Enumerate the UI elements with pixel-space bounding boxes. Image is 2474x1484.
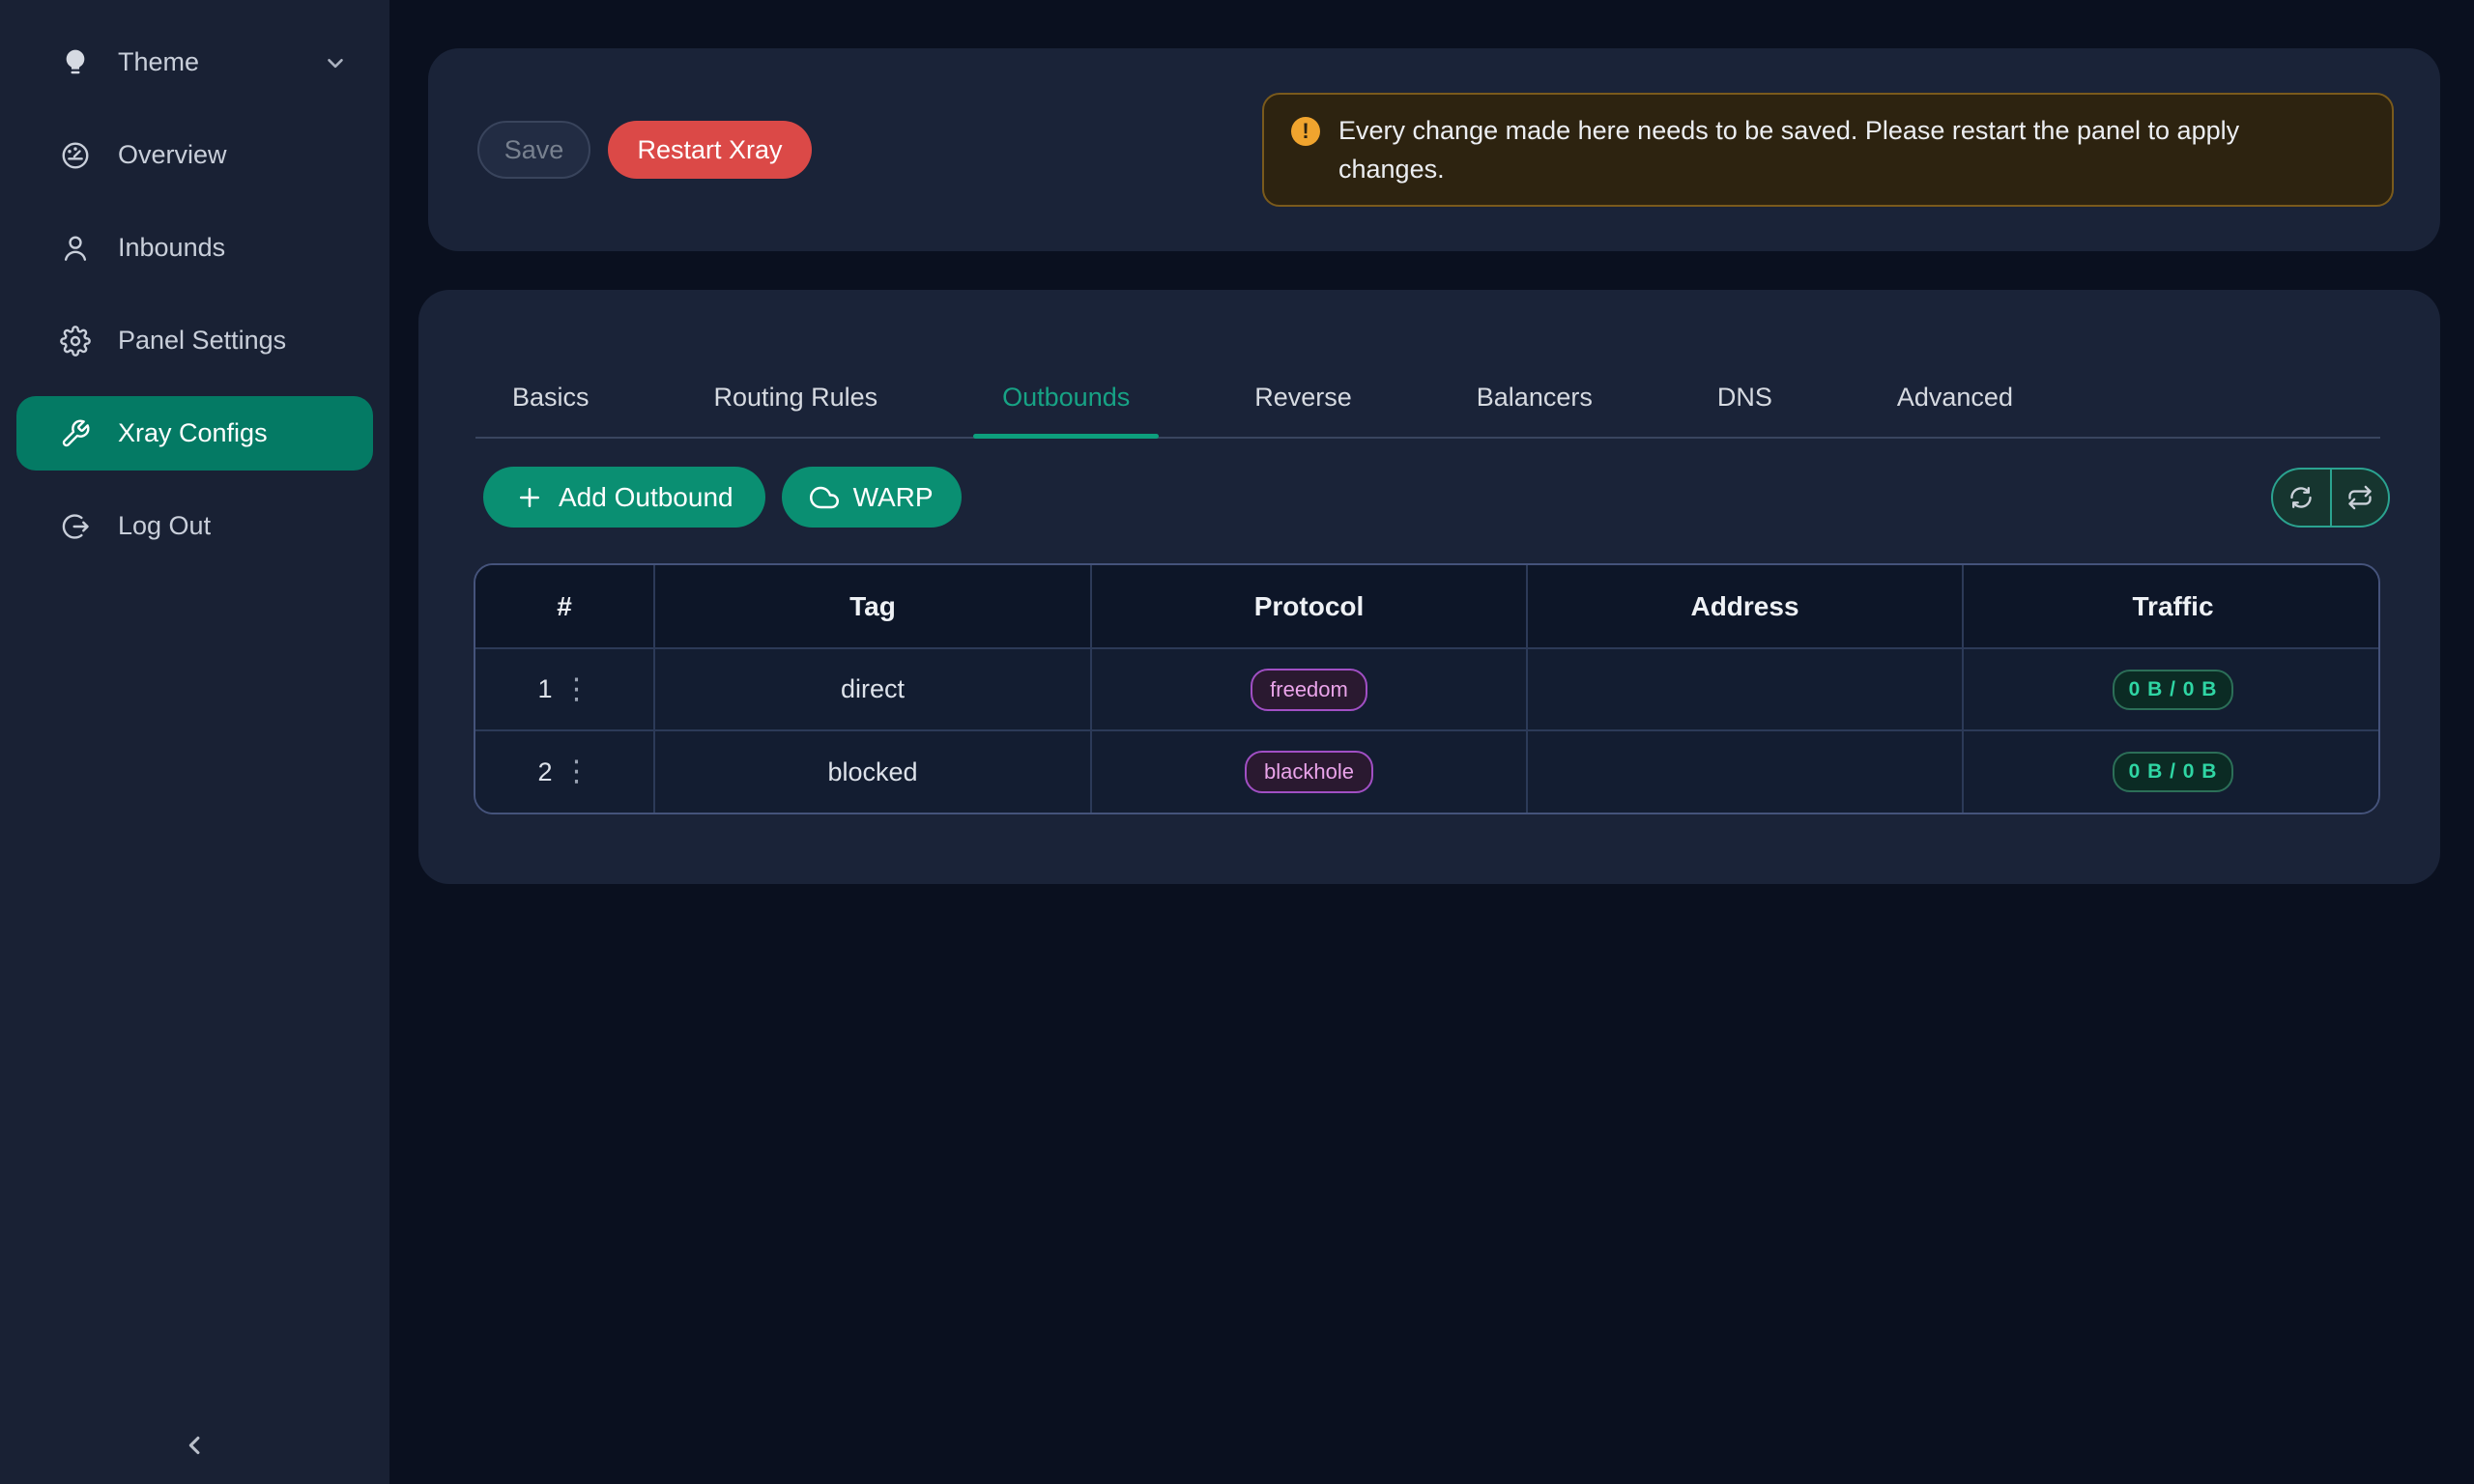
- cloud-icon: [809, 483, 839, 512]
- tab-dns[interactable]: DNS: [1716, 382, 1772, 412]
- tab-bar: Basics Routing Rules Outbounds Reverse B…: [475, 357, 2380, 439]
- alert-message: Every change made here needs to be saved…: [1338, 116, 2240, 184]
- column-header-index: #: [475, 565, 655, 649]
- repeat-icon: [2346, 484, 2373, 511]
- tab-advanced[interactable]: Advanced: [1896, 382, 2013, 412]
- row-index: 1: [537, 674, 553, 703]
- row-index: 2: [537, 756, 553, 786]
- sidebar-item-theme[interactable]: Theme: [16, 25, 373, 100]
- tab-routing-rules[interactable]: Routing Rules: [713, 382, 878, 412]
- sidebar-item-label: Inbounds: [118, 233, 226, 262]
- outbounds-table: # Tag Protocol Address Traffic 1: [474, 563, 2380, 814]
- traffic-badge: 0 B / 0 B: [2112, 752, 2234, 792]
- sidebar-item-overview[interactable]: Overview: [16, 118, 373, 192]
- tag-cell: direct: [654, 648, 1092, 731]
- save-button[interactable]: Save: [477, 121, 590, 179]
- address-cell: [1527, 730, 1964, 813]
- user-icon: [60, 233, 91, 264]
- chevron-left-icon: [182, 1432, 209, 1462]
- column-header-address: Address: [1527, 565, 1964, 649]
- refresh-button[interactable]: [2273, 470, 2330, 526]
- main-content: Save Restart Xray ! Every change made he…: [389, 0, 2474, 1484]
- wrench-icon: [60, 418, 91, 449]
- add-outbound-button[interactable]: Add Outbound: [483, 467, 765, 528]
- exclamation-circle-icon: !: [1291, 117, 1320, 146]
- sync-icon: [2287, 484, 2315, 511]
- restart-xray-button[interactable]: Restart Xray: [608, 121, 812, 179]
- protocol-badge: freedom: [1251, 668, 1367, 711]
- gear-icon: [60, 325, 91, 357]
- sidebar-item-label: Panel Settings: [118, 326, 287, 355]
- sidebar-item-label: Overview: [118, 140, 227, 169]
- warp-label: WARP: [852, 481, 934, 512]
- sidebar: Theme Overview Inbounds Panel Settings: [0, 0, 389, 1484]
- column-header-protocol: Protocol: [1091, 565, 1528, 649]
- table-row: 2 ⋮ blocked blackhole 0 B / 0 B: [475, 730, 2378, 813]
- sidebar-item-xray-configs[interactable]: Xray Configs: [16, 396, 373, 471]
- tab-reverse[interactable]: Reverse: [1254, 382, 1352, 412]
- sidebar-item-log-out[interactable]: Log Out: [16, 489, 373, 563]
- sidebar-item-label: Xray Configs: [118, 418, 268, 447]
- tab-basics[interactable]: Basics: [512, 382, 590, 412]
- reset-traffic-button[interactable]: [2329, 469, 2389, 526]
- table-header-row: # Tag Protocol Address Traffic: [475, 565, 2378, 649]
- xray-config-card: Basics Routing Rules Outbounds Reverse B…: [418, 290, 2440, 884]
- sidebar-item-label: Log Out: [118, 511, 212, 540]
- protocol-badge: blackhole: [1245, 751, 1373, 793]
- row-menu-button[interactable]: ⋮: [561, 672, 591, 705]
- tab-outbounds[interactable]: Outbounds: [973, 357, 1160, 439]
- gauge-icon: [60, 140, 91, 171]
- column-header-tag: Tag: [654, 565, 1092, 649]
- plus-icon: [515, 483, 544, 512]
- sidebar-item-label: Theme: [118, 47, 200, 76]
- restart-warning-alert: ! Every change made here needs to be sav…: [1262, 93, 2394, 207]
- bulb-icon: [60, 47, 91, 78]
- logout-icon: [60, 511, 91, 542]
- sidebar-collapse-button[interactable]: [0, 1422, 389, 1470]
- table-row: 1 ⋮ direct freedom 0 B / 0 B: [475, 648, 2378, 731]
- sidebar-item-inbounds[interactable]: Inbounds: [16, 211, 373, 285]
- sidebar-item-panel-settings[interactable]: Panel Settings: [16, 303, 373, 378]
- column-header-traffic: Traffic: [1963, 565, 2378, 649]
- save-restart-card: Save Restart Xray ! Every change made he…: [428, 48, 2440, 251]
- traffic-badge: 0 B / 0 B: [2112, 669, 2234, 710]
- add-outbound-label: Add Outbound: [559, 481, 734, 512]
- chevron-down-icon: [323, 50, 348, 75]
- actions-row: Add Outbound WARP: [483, 467, 2390, 528]
- address-cell: [1527, 648, 1964, 731]
- row-menu-button[interactable]: ⋮: [561, 756, 591, 787]
- tag-cell: blocked: [654, 730, 1092, 813]
- warp-button[interactable]: WARP: [781, 467, 962, 528]
- refresh-button-group: [2271, 467, 2390, 528]
- tab-balancers[interactable]: Balancers: [1476, 382, 1593, 412]
